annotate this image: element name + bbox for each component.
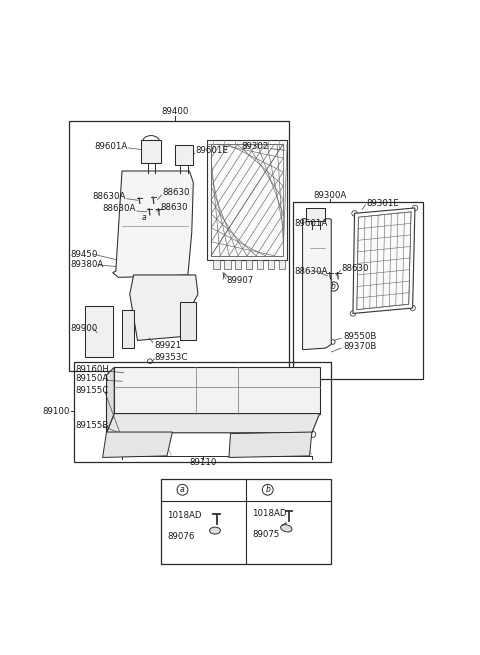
Bar [278, 259, 285, 269]
Text: 88630: 88630 [161, 204, 188, 212]
Bar [69, 121, 288, 371]
Circle shape [352, 211, 357, 216]
Ellipse shape [281, 525, 292, 532]
Circle shape [410, 305, 415, 310]
Text: 89601E: 89601E [196, 147, 228, 155]
Text: a: a [180, 485, 185, 495]
Text: 89155B: 89155B [75, 421, 109, 430]
Text: 89380A: 89380A [71, 261, 104, 269]
Circle shape [262, 485, 273, 495]
Polygon shape [85, 306, 113, 358]
Circle shape [320, 257, 324, 261]
Text: 88630A: 88630A [103, 204, 136, 214]
Polygon shape [142, 140, 161, 163]
Circle shape [330, 340, 335, 345]
Text: 89160H: 89160H [75, 365, 109, 374]
Text: 89076: 89076 [167, 533, 194, 541]
Bar [161, 479, 331, 564]
Polygon shape [302, 219, 331, 350]
Text: 89300A: 89300A [313, 191, 347, 200]
Polygon shape [114, 367, 320, 413]
Bar [214, 259, 220, 269]
Text: 89601A: 89601A [294, 219, 327, 228]
Polygon shape [107, 413, 320, 433]
Text: 1018AD: 1018AD [252, 509, 287, 518]
Circle shape [310, 257, 314, 261]
Circle shape [147, 359, 152, 364]
Circle shape [177, 485, 188, 495]
Text: 89301E: 89301E [366, 199, 399, 208]
Polygon shape [103, 432, 172, 457]
Bar [224, 259, 230, 269]
Polygon shape [353, 208, 415, 314]
Text: 89075: 89075 [252, 530, 279, 539]
Circle shape [144, 234, 147, 238]
Polygon shape [113, 171, 193, 277]
Bar [235, 259, 241, 269]
Text: 89302: 89302 [242, 142, 269, 151]
Text: 89100: 89100 [42, 407, 69, 416]
Bar [246, 259, 252, 269]
Polygon shape [122, 310, 133, 348]
Text: 88630A: 88630A [294, 267, 327, 276]
Text: 89155C: 89155C [75, 386, 109, 395]
Text: b: b [265, 485, 270, 495]
Bar [268, 259, 274, 269]
Text: 88630: 88630 [162, 188, 190, 197]
Text: 89353C: 89353C [155, 353, 188, 362]
Polygon shape [107, 367, 114, 433]
Bar [74, 362, 331, 462]
Bar [207, 140, 287, 259]
Bar [257, 259, 263, 269]
Text: 89601A: 89601A [94, 142, 127, 151]
Text: 89370B: 89370B [343, 342, 376, 351]
Bar [211, 144, 283, 255]
Bar [292, 202, 423, 379]
Polygon shape [306, 208, 325, 221]
Circle shape [144, 212, 147, 215]
Text: 89550B: 89550B [343, 332, 376, 341]
Text: 89450: 89450 [71, 250, 98, 259]
Circle shape [350, 310, 356, 316]
Ellipse shape [210, 527, 220, 534]
Circle shape [412, 205, 418, 211]
Text: 89900: 89900 [71, 324, 98, 333]
Text: a: a [142, 213, 146, 221]
Text: 89110: 89110 [190, 458, 217, 466]
Circle shape [310, 431, 316, 438]
Polygon shape [229, 432, 312, 457]
Text: b: b [331, 282, 336, 291]
Text: 89921: 89921 [155, 341, 182, 350]
Polygon shape [175, 145, 193, 165]
Text: 1018AD: 1018AD [167, 512, 202, 521]
Text: 89400: 89400 [161, 107, 188, 116]
Circle shape [329, 282, 338, 291]
Circle shape [165, 234, 169, 238]
Text: 88630A: 88630A [93, 192, 126, 201]
Polygon shape [130, 275, 198, 341]
Circle shape [139, 213, 148, 222]
Text: 88630: 88630 [341, 263, 369, 272]
Circle shape [165, 212, 169, 215]
Text: 89907: 89907 [227, 276, 254, 285]
Text: 89150A: 89150A [75, 375, 109, 383]
Polygon shape [180, 302, 196, 341]
